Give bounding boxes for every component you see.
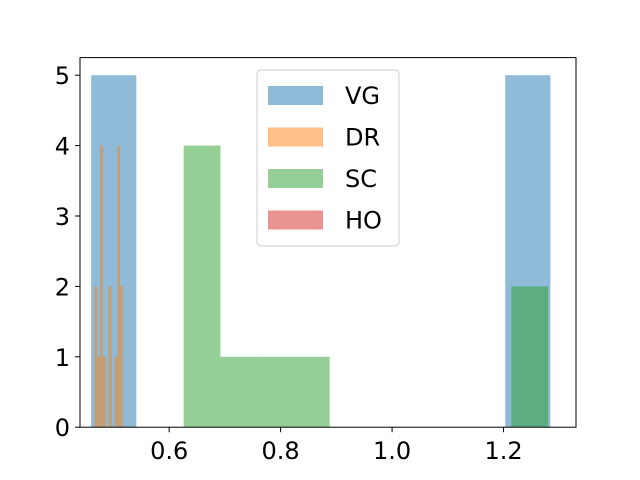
legend-swatch-vg	[268, 86, 323, 105]
y-tick-label: 3	[55, 203, 70, 231]
legend-label-ho: HO	[345, 207, 382, 235]
y-tick-label: 5	[55, 62, 70, 90]
bar-sc-1	[220, 356, 257, 428]
bar-dr-0	[94, 286, 98, 428]
bar-sc-2	[256, 356, 293, 428]
bar-dr-8	[117, 145, 121, 428]
x-tick-label: 1.0	[373, 437, 411, 465]
legend: VG DR SC HO	[256, 69, 400, 247]
y-tick-label: 1	[55, 344, 70, 372]
legend-swatch-dr	[268, 127, 323, 147]
bar-dr-3	[102, 356, 106, 428]
legend-label-sc: SC	[345, 165, 377, 193]
bar-sc-3	[292, 356, 330, 428]
x-tick-label: 1.2	[484, 437, 522, 465]
bar-dr-1	[97, 356, 101, 428]
y-tick-label: 0	[55, 414, 70, 442]
bar-dr-9	[120, 286, 123, 428]
legend-swatch-sc	[268, 169, 323, 188]
bar-sc-9	[511, 286, 549, 428]
bar-dr-5	[108, 286, 112, 428]
axes-frame	[79, 57, 577, 428]
bar-dr-2	[100, 145, 103, 428]
y-tick-label: 2	[55, 273, 70, 301]
x-tick-label: 0.6	[150, 437, 188, 465]
y-tick-label: 4	[55, 133, 70, 161]
bar-dr-7	[114, 356, 118, 428]
legend-label-dr: DR	[345, 124, 380, 152]
bars-layer	[91, 75, 551, 428]
legend-frame	[256, 69, 400, 247]
x-tick-label: 0.8	[262, 437, 300, 465]
bar-sc-0	[183, 145, 221, 428]
ticks-layer: 0.6 0.8 1.0 1.2 0 1 2 3 4 5	[55, 62, 523, 465]
legend-label-vg: VG	[345, 82, 380, 110]
legend-swatch-ho	[268, 210, 323, 230]
